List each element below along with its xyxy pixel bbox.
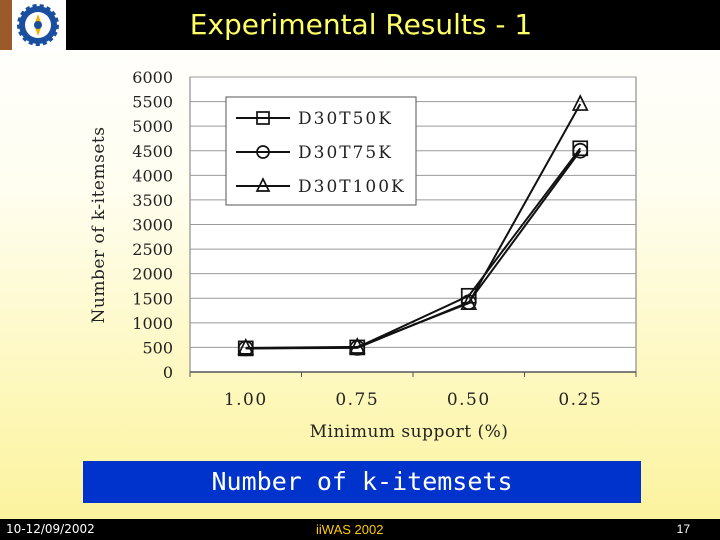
chart-caption: Number of k-itemsets	[83, 461, 641, 503]
data-point-d30t75k	[572, 142, 589, 159]
x-tick-label: 1.00	[224, 390, 268, 410]
footer-date: 10-12/09/2002	[6, 522, 95, 536]
y-tick-label: 4500	[132, 142, 173, 161]
data-point-d30t100k	[237, 338, 255, 355]
y-tick-label: 5000	[132, 117, 173, 136]
institution-logo-icon	[17, 4, 59, 46]
x-tick-label: 0.75	[335, 390, 379, 410]
legend-label: D30T50K	[298, 109, 393, 129]
x-axis-title: Minimum support (%)	[310, 422, 509, 442]
y-tick-label: 0	[163, 363, 173, 382]
title-bar: Experimental Results - 1	[0, 0, 720, 50]
line-chart: 0 500 1000 1500 2000 2500 3000 3500 4000 4500 5000…	[89, 68, 637, 442]
legend-label: D30T100K	[298, 177, 406, 197]
footer-page-number: 17	[676, 522, 690, 536]
legend-label: D30T75K	[298, 143, 393, 163]
y-tick-label: 1500	[132, 289, 173, 308]
footer-bar: 10-12/09/2002 iiWAS 2002 17	[0, 519, 720, 540]
data-point-d30t100k	[571, 94, 589, 111]
logo-accent-bar	[0, 0, 12, 50]
x-tick-label: 0.50	[447, 390, 491, 410]
chart-area: 0 500 1000 1500 2000 2500 3000 3500 4000 4500 5000…	[0, 50, 720, 455]
series-line-d30t100k	[245, 103, 582, 349]
y-tick-label: 3000	[132, 216, 173, 235]
footer-conference: iiWAS 2002	[316, 522, 384, 537]
y-tick-label: 3500	[132, 191, 173, 210]
data-point-d30t100k	[348, 337, 366, 354]
logo-container	[0, 0, 66, 50]
x-tick-label: 0.25	[558, 390, 602, 410]
y-axis-title: Number of k-itemsets	[89, 127, 109, 324]
y-tick-label: 500	[142, 338, 173, 357]
y-tick-label: 5500	[132, 93, 173, 112]
y-tick-label: 2500	[132, 240, 173, 259]
data-point-d30t100k	[460, 293, 478, 311]
y-tick-label: 4000	[132, 166, 173, 185]
y-tick-label: 2000	[132, 265, 173, 284]
y-tick-label: 1000	[132, 314, 173, 333]
legend-marker-d30t50k	[256, 111, 270, 125]
legend-marker-d30t100k	[255, 177, 271, 192]
legend-marker-d30t75k	[256, 145, 270, 159]
y-tick-label: 6000	[132, 68, 173, 87]
slide-title: Experimental Results - 1	[189, 8, 533, 41]
